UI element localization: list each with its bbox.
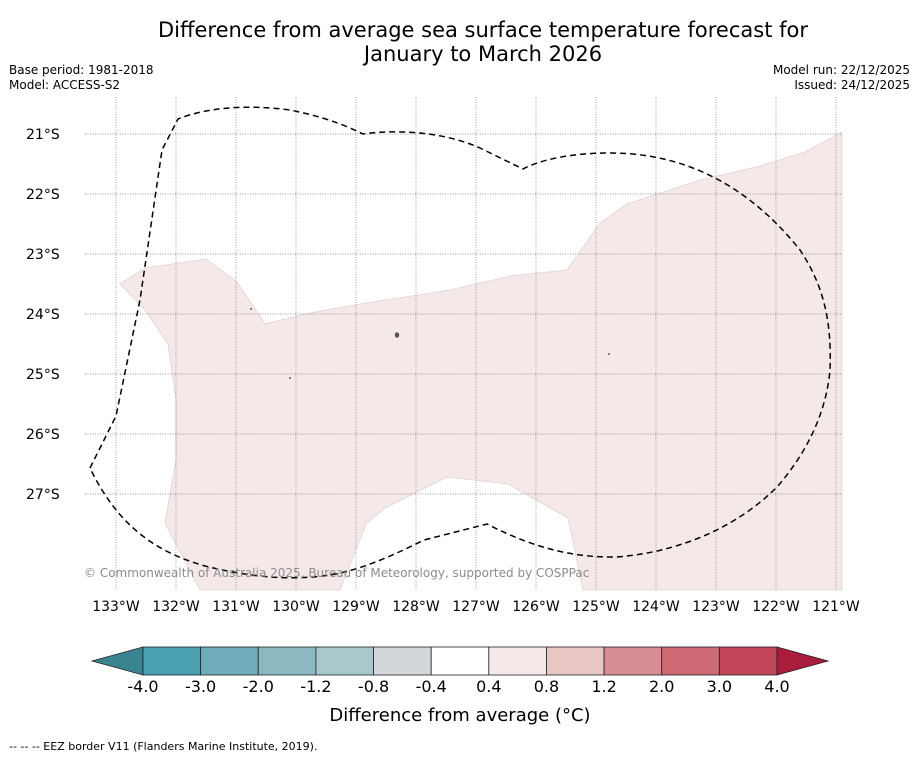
colorbar-tick-label: -0.8 bbox=[358, 677, 389, 696]
colorbar-tick-label: 0.8 bbox=[534, 677, 559, 696]
issued-date: Issued: 24/12/2025 bbox=[794, 78, 910, 92]
colorbar-segment bbox=[718, 646, 778, 676]
colorbar-tick-label: 0.4 bbox=[476, 677, 501, 696]
colorbar-segment bbox=[315, 646, 374, 676]
lon-label: 128°W bbox=[392, 599, 440, 615]
anomaly-blob bbox=[394, 332, 400, 338]
graticule bbox=[85, 97, 842, 590]
lon-label: 121°W bbox=[812, 599, 860, 615]
colorbar-segment bbox=[257, 646, 317, 676]
title-line-1: Difference from average sea surface temp… bbox=[158, 18, 808, 42]
colorbar-segments bbox=[142, 646, 778, 676]
lon-label: 125°W bbox=[572, 599, 620, 615]
colorbar-tick-label: -3.0 bbox=[185, 677, 216, 696]
colorbar-segment bbox=[142, 646, 202, 676]
meta-left: Base period: 1981-2018 Model: ACCESS-S2 bbox=[9, 63, 154, 93]
lon-label: 129°W bbox=[332, 599, 380, 615]
longitude-labels: 133°W 132°W 131°W 130°W 129°W 128°W 127°… bbox=[92, 599, 860, 615]
colorbar-segment bbox=[488, 646, 547, 676]
colorbar-tick-label: -4.0 bbox=[127, 677, 158, 696]
colorbar-extend-low bbox=[90, 646, 144, 676]
lat-label: 24°S bbox=[26, 307, 60, 323]
lon-label: 133°W bbox=[92, 599, 140, 615]
colorbar-segment bbox=[603, 646, 663, 676]
map-title: Difference from average sea surface temp… bbox=[0, 18, 919, 66]
lat-label: 27°S bbox=[26, 487, 60, 503]
title-line-2: January to March 2026 bbox=[363, 42, 603, 66]
lon-label: 123°W bbox=[692, 599, 740, 615]
lon-label: 131°W bbox=[212, 599, 260, 615]
model-name: Model: ACCESS-S2 bbox=[9, 78, 121, 92]
lat-label: 25°S bbox=[26, 367, 60, 383]
anomaly-dot bbox=[608, 353, 610, 355]
base-period: Base period: 1981-2018 bbox=[9, 63, 154, 77]
colorbar-tick-label: -0.4 bbox=[416, 677, 447, 696]
colorbar-tick-label: 2.0 bbox=[649, 677, 674, 696]
lat-label: 22°S bbox=[26, 187, 60, 203]
colorbar-label: Difference from average (°C) bbox=[329, 705, 590, 726]
colorbar-segment bbox=[430, 646, 490, 676]
meta-right: Model run: 22/12/2025 Issued: 24/12/2025 bbox=[773, 63, 910, 93]
colorbar-ticks: -4.0 -3.0 -2.0 -1.2 -0.8 -0.4 0.4 0.8 1.2 2.0 3.0 4… bbox=[127, 677, 789, 696]
colorbar-extend-high bbox=[776, 646, 830, 676]
colorbar-tick-label: 4.0 bbox=[764, 677, 789, 696]
eez-legend: -- -- -- EEZ border V11 (Flanders Marine… bbox=[9, 740, 318, 753]
lon-label: 122°W bbox=[752, 599, 800, 615]
latitude-labels: 21°S 22°S 23°S 24°S 25°S 26°S 27°S bbox=[26, 127, 60, 503]
lon-label: 124°W bbox=[632, 599, 680, 615]
colorbar-segment bbox=[373, 646, 432, 676]
lat-label: 23°S bbox=[26, 247, 60, 263]
colorbar-tick-label: -2.0 bbox=[243, 677, 274, 696]
model-run: Model run: 22/12/2025 bbox=[772, 63, 910, 77]
colorbar-segment bbox=[661, 646, 720, 676]
colorbar-segment bbox=[546, 646, 605, 676]
colorbar-tick-label: 3.0 bbox=[707, 677, 732, 696]
lat-label: 21°S bbox=[26, 127, 60, 143]
colorbar-tick-label: -1.2 bbox=[300, 677, 331, 696]
lat-label: 26°S bbox=[26, 427, 60, 443]
colorbar-tick-label: 1.2 bbox=[591, 677, 616, 696]
lon-label: 130°W bbox=[272, 599, 320, 615]
eez-border bbox=[89, 106, 831, 579]
colorbar-segment bbox=[200, 646, 259, 676]
anomaly-dot bbox=[250, 308, 252, 310]
lon-label: 126°W bbox=[512, 599, 560, 615]
lon-label: 132°W bbox=[152, 599, 200, 615]
lon-label: 127°W bbox=[452, 599, 500, 615]
copyright-text: © Commonwealth of Australia 2025, Bureau… bbox=[84, 566, 589, 580]
anomaly-dot bbox=[289, 377, 291, 379]
colorbar: -4.0 -3.0 -2.0 -1.2 -0.8 -0.4 0.4 0.8 1.2 2.0 3.0 4… bbox=[90, 646, 830, 696]
